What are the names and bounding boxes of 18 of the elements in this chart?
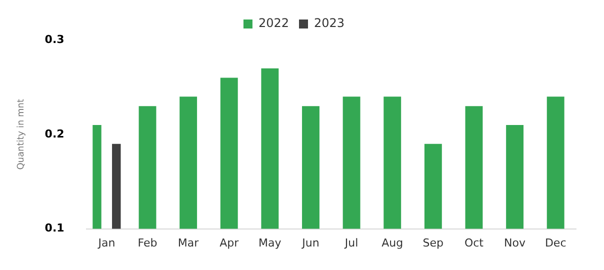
y-tick-label: 0.2 [44,127,64,140]
x-tick-label: Jul [344,236,358,250]
legend-label: 2023 [314,16,345,30]
x-tick-label: May [258,236,282,250]
y-tick-label: 0.3 [44,32,64,46]
y-axis-title: Quantity in mnt [16,98,27,170]
y-tick-label: 0.1 [44,222,64,235]
x-tick-label: Mar [178,236,200,250]
x-tick-label: Aug [382,236,404,250]
x-tick-label: Sep [422,236,444,250]
x-tick-label: Dec [544,236,566,250]
x-tick-label: Nov [504,236,526,250]
legend-label: 2022 [258,16,290,30]
x-tick-label: Jan [97,236,116,250]
x-tick-label: Feb [138,236,158,250]
x-tick-label: Oct [464,236,484,250]
x-tick-label: Apr [220,236,240,250]
x-tick-label: Jun [301,236,320,250]
